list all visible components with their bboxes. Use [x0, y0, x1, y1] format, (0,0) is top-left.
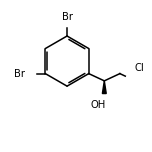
Polygon shape — [102, 81, 106, 93]
Text: Cl: Cl — [135, 63, 145, 73]
Text: OH: OH — [91, 100, 106, 110]
Text: Br: Br — [62, 12, 73, 22]
Text: Br: Br — [14, 69, 24, 79]
